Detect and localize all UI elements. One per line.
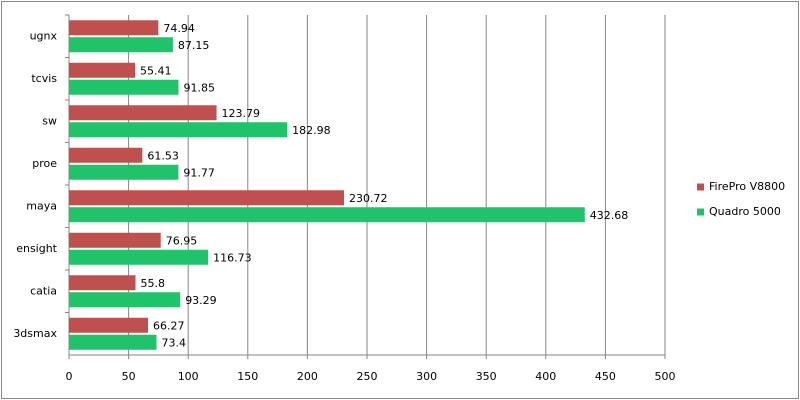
bar <box>69 317 148 333</box>
y-tick-label: maya <box>26 199 57 212</box>
bar <box>69 79 179 95</box>
y-tick-label: ensight <box>16 242 57 255</box>
bar <box>69 207 585 223</box>
bar <box>69 249 209 265</box>
value-label: 74.94 <box>163 22 195 35</box>
bar <box>69 232 161 248</box>
value-label: 116.73 <box>213 251 252 264</box>
bar <box>69 37 173 53</box>
value-label: 66.27 <box>153 319 185 332</box>
y-tick-label: sw <box>42 114 57 127</box>
bar <box>69 20 159 36</box>
bar <box>69 334 157 350</box>
x-tick-label: 500 <box>655 370 676 383</box>
x-tick-label: 50 <box>122 370 136 383</box>
x-tick-label: 350 <box>476 370 497 383</box>
x-tick-label: 100 <box>178 370 199 383</box>
legend-swatch <box>697 183 704 191</box>
y-tick-label: proe <box>32 157 57 170</box>
value-label: 91.85 <box>183 81 215 94</box>
bar <box>69 190 345 206</box>
bar <box>69 275 136 291</box>
value-label: 55.8 <box>141 277 166 290</box>
bar <box>69 164 179 180</box>
bar <box>69 122 288 138</box>
legend-label: Quadro 5000 <box>709 205 781 218</box>
x-tick-label: 200 <box>297 370 318 383</box>
x-tick-label: 0 <box>66 370 73 383</box>
value-label: 93.29 <box>185 294 217 307</box>
x-tick-label: 400 <box>535 370 556 383</box>
legend-swatch <box>697 208 704 216</box>
value-label: 55.41 <box>140 64 172 77</box>
bar <box>69 62 136 78</box>
value-label: 432.68 <box>590 209 629 222</box>
x-tick-label: 300 <box>416 370 437 383</box>
y-tick-label: 3dsmax <box>13 327 57 340</box>
y-tick-label: tcvis <box>31 72 57 85</box>
legend-label: FirePro V8800 <box>709 180 785 193</box>
value-label: 76.95 <box>166 234 198 247</box>
bar <box>69 147 143 163</box>
value-label: 230.72 <box>349 192 388 205</box>
bar <box>69 292 181 308</box>
value-label: 87.15 <box>178 39 210 52</box>
y-tick-label: ugnx <box>30 29 58 42</box>
value-label: 61.53 <box>147 149 179 162</box>
bar <box>69 105 217 121</box>
value-label: 73.4 <box>161 336 186 349</box>
x-tick-label: 250 <box>357 370 378 383</box>
x-tick-label: 150 <box>237 370 258 383</box>
value-label: 182.98 <box>292 124 331 137</box>
value-label: 123.79 <box>222 107 261 120</box>
value-label: 91.77 <box>183 166 215 179</box>
y-tick-label: catia <box>30 284 57 297</box>
x-tick-label: 450 <box>595 370 616 383</box>
